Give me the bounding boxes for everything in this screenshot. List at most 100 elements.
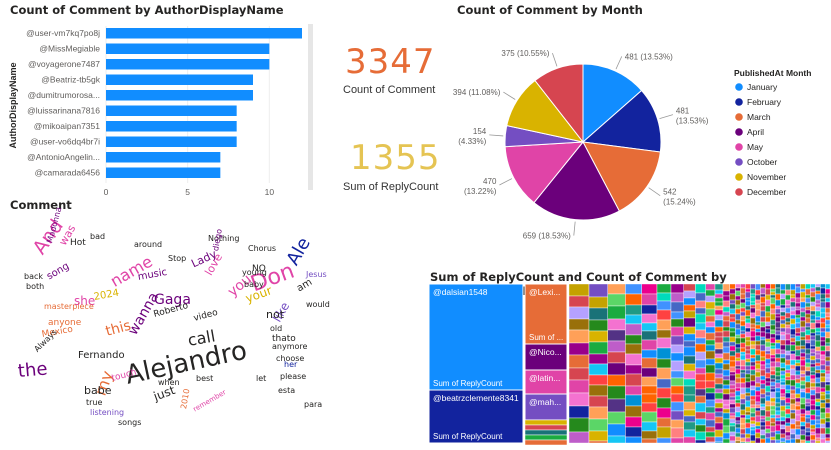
word-cloud-word[interactable]: Gaga: [154, 292, 191, 308]
pie-slice[interactable]: [581, 89, 662, 153]
word-cloud-word[interactable]: song: [45, 260, 72, 283]
treemap-tile: [588, 395, 608, 408]
word-cloud-word[interactable]: esta: [278, 386, 296, 395]
word-cloud-word[interactable]: best: [196, 374, 214, 383]
treemap-tile[interactable]: [524, 369, 568, 395]
word-cloud-word[interactable]: songs: [118, 418, 142, 427]
treemap[interactable]: @dalsian1548 Sum of ReplyCount @beatrzclem…: [428, 283, 831, 445]
treemap-tile: [755, 354, 761, 362]
word-cloud-word[interactable]: both: [26, 282, 45, 291]
word-cloud-word[interactable]: thato: [272, 334, 296, 344]
bar[interactable]: [106, 28, 302, 39]
legend-item[interactable]: January: [747, 82, 778, 92]
pie-slice[interactable]: [582, 141, 661, 212]
treemap-tile[interactable]: [428, 283, 524, 391]
treemap-tile: [760, 344, 766, 352]
legend-item[interactable]: November: [747, 172, 786, 182]
bar[interactable]: [106, 136, 237, 148]
treemap-tile: [765, 410, 771, 418]
bar[interactable]: [106, 105, 237, 117]
word-cloud-word[interactable]: Nothing: [208, 234, 240, 243]
treemap-tile: [770, 425, 776, 433]
word-cloud-word[interactable]: listening: [90, 408, 125, 417]
word-cloud-word[interactable]: remember: [191, 388, 228, 414]
bar[interactable]: [106, 43, 270, 55]
treemap-tile: [770, 391, 776, 399]
treemap-tile: [740, 365, 746, 371]
word-cloud-word[interactable]: call: [186, 326, 217, 350]
bar[interactable]: [106, 121, 237, 132]
word-cloud-word[interactable]: video: [192, 307, 219, 324]
word-cloud-word[interactable]: NO: [252, 264, 266, 274]
treemap-tile[interactable]: [524, 393, 568, 421]
treemap-tile: [729, 360, 736, 368]
treemap-tile: [722, 375, 731, 381]
word-cloud-word[interactable]: para: [304, 400, 323, 409]
treemap-tile: [760, 356, 766, 362]
legend-item[interactable]: December: [747, 187, 786, 197]
treemap-tile: [795, 374, 801, 380]
legend-item[interactable]: February: [747, 97, 782, 107]
bar-chart-scrollbar[interactable]: [308, 24, 313, 190]
bar[interactable]: [106, 90, 253, 101]
word-cloud-word[interactable]: around: [134, 240, 163, 249]
word-cloud-word[interactable]: baby: [244, 280, 264, 289]
word-cloud-word[interactable]: 2024: [92, 287, 120, 303]
treemap-tile: [785, 369, 791, 374]
treemap-tile: [805, 402, 811, 407]
pie-chart[interactable]: 481 (13.53%) 481 (13.53%) 542 (15.24%) 659 (1…: [440, 20, 831, 250]
treemap-tile: [740, 372, 746, 379]
bar[interactable]: [106, 167, 221, 179]
word-cloud-word[interactable]: let: [256, 374, 267, 383]
word-cloud-word[interactable]: music: [136, 266, 168, 283]
pie-slice[interactable]: [533, 141, 620, 221]
word-cloud-word[interactable]: her: [284, 360, 298, 369]
word-cloud-word[interactable]: 2010: [179, 388, 192, 410]
word-cloud-word[interactable]: Fernando: [78, 350, 125, 361]
treemap-tile: [750, 348, 756, 356]
word-cloud-word[interactable]: am: [295, 276, 315, 295]
word-cloud-word[interactable]: old: [270, 324, 283, 333]
word-cloud-word[interactable]: please: [280, 372, 307, 381]
word-cloud-word[interactable]: not: [266, 308, 285, 321]
word-cloud-word[interactable]: Always: [32, 327, 59, 354]
legend-item[interactable]: May: [747, 142, 764, 152]
bar[interactable]: [106, 59, 270, 70]
bar[interactable]: [106, 74, 253, 86]
treemap-tile: [735, 328, 741, 336]
word-cloud-word[interactable]: back: [24, 272, 44, 281]
treemap-tile: [760, 421, 766, 427]
word-cloud[interactable]: Alejandro Don And Ale the name call Gaga you my th…: [8, 206, 338, 443]
word-cloud-word[interactable]: Hot: [70, 238, 86, 248]
treemap-tile[interactable]: [524, 283, 568, 345]
pie-slice[interactable]: [504, 141, 585, 204]
word-cloud-word[interactable]: when: [158, 378, 180, 387]
word-cloud-word[interactable]: masterpiece: [44, 302, 94, 311]
word-cloud-word[interactable]: bad: [90, 232, 106, 241]
legend-item[interactable]: April: [747, 127, 764, 137]
word-cloud-word[interactable]: babe: [84, 384, 112, 397]
treemap-tile: [800, 311, 806, 318]
treemap-tile[interactable]: [524, 343, 568, 371]
bar-chart[interactable]: @user-vm7kq7po8j @MissMegiable @voyagerone…: [0, 20, 320, 200]
word-cloud-word[interactable]: Stop: [168, 254, 187, 263]
word-cloud-word[interactable]: true: [86, 398, 103, 407]
word-cloud-word[interactable]: choose: [276, 354, 305, 363]
word-cloud-word[interactable]: Chorus: [248, 244, 277, 253]
treemap-tile: [795, 359, 801, 364]
treemap-tile[interactable]: [428, 389, 524, 444]
word-cloud-word[interactable]: anymore: [272, 342, 308, 351]
pie-slice[interactable]: [534, 63, 584, 144]
word-cloud-word[interactable]: young: [242, 268, 267, 277]
legend-item[interactable]: March: [747, 112, 771, 122]
word-cloud-word[interactable]: Alejandro: [122, 335, 250, 391]
legend-item[interactable]: October: [747, 157, 777, 167]
bar[interactable]: [106, 152, 221, 163]
word-cloud-word[interactable]: would: [306, 300, 330, 309]
word-cloud-word[interactable]: she: [74, 294, 96, 308]
pie-slice[interactable]: [582, 63, 643, 144]
word-cloud-word[interactable]: anyone: [48, 318, 82, 328]
word-cloud-word[interactable]: Jesus: [306, 270, 327, 279]
treemap-tile: [714, 336, 724, 344]
word-cloud-word[interactable]: the: [17, 358, 49, 382]
